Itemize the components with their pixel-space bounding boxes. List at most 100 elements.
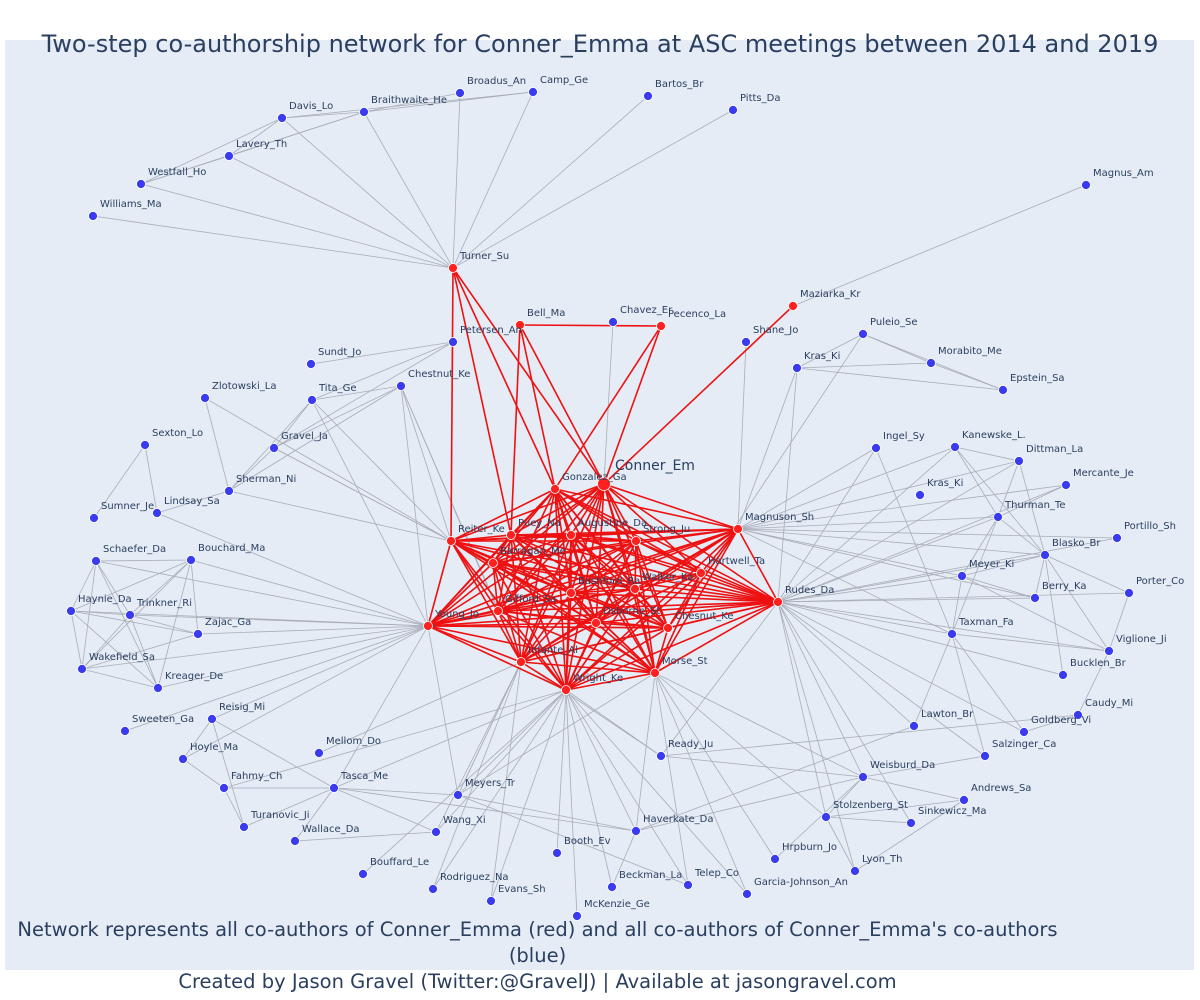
second-step-node[interactable]: [186, 555, 196, 565]
second-step-node[interactable]: [77, 664, 87, 674]
second-step-node[interactable]: [683, 880, 693, 890]
second-step-node[interactable]: [88, 211, 98, 221]
second-step-node[interactable]: [792, 363, 802, 373]
second-step-node[interactable]: [455, 88, 465, 98]
second-step-node[interactable]: [224, 151, 234, 161]
coauthor-node[interactable]: [488, 558, 498, 568]
second-step-node[interactable]: [850, 866, 860, 876]
coauthor-node[interactable]: [630, 584, 640, 594]
second-step-node[interactable]: [239, 822, 249, 832]
coauthor-node[interactable]: [423, 621, 433, 631]
second-step-node[interactable]: [290, 836, 300, 846]
coauthor-node[interactable]: [493, 606, 503, 616]
second-step-node[interactable]: [528, 87, 538, 97]
coauthor-node[interactable]: [663, 623, 673, 633]
second-step-node[interactable]: [66, 606, 76, 616]
second-step-node[interactable]: [314, 748, 324, 758]
second-step-node[interactable]: [1081, 180, 1091, 190]
coauthor-node[interactable]: [515, 320, 525, 330]
second-step-node[interactable]: [431, 827, 441, 837]
coauthor-node[interactable]: [788, 301, 798, 311]
second-step-node[interactable]: [631, 826, 641, 836]
second-step-node[interactable]: [959, 795, 969, 805]
second-step-node[interactable]: [770, 854, 780, 864]
second-step-node[interactable]: [643, 91, 653, 101]
coauthor-node[interactable]: [591, 618, 601, 628]
second-step-node[interactable]: [91, 556, 101, 566]
second-step-node[interactable]: [153, 683, 163, 693]
coauthor-node[interactable]: [561, 685, 571, 695]
second-step-node[interactable]: [858, 772, 868, 782]
second-step-node[interactable]: [607, 882, 617, 892]
second-step-node[interactable]: [906, 818, 916, 828]
second-step-node[interactable]: [1014, 456, 1024, 466]
second-step-node[interactable]: [193, 629, 203, 639]
second-step-node[interactable]: [453, 790, 463, 800]
coauthor-node[interactable]: [733, 524, 743, 534]
second-step-node[interactable]: [307, 395, 317, 405]
coauthor-node[interactable]: [597, 477, 611, 491]
second-step-node[interactable]: [552, 848, 562, 858]
second-step-node[interactable]: [572, 911, 582, 921]
coauthor-node[interactable]: [506, 530, 516, 540]
second-step-node[interactable]: [219, 783, 229, 793]
coauthor-node[interactable]: [550, 484, 560, 494]
second-step-node[interactable]: [448, 337, 458, 347]
coauthor-node[interactable]: [696, 568, 706, 578]
second-step-node[interactable]: [329, 783, 339, 793]
second-step-node[interactable]: [993, 512, 1003, 522]
second-step-node[interactable]: [396, 381, 406, 391]
second-step-node[interactable]: [742, 889, 752, 899]
second-step-node[interactable]: [998, 385, 1008, 395]
second-step-node[interactable]: [269, 443, 279, 453]
second-step-node[interactable]: [358, 869, 368, 879]
second-step-node[interactable]: [428, 884, 438, 894]
second-step-node[interactable]: [915, 490, 925, 500]
second-step-node[interactable]: [1030, 593, 1040, 603]
second-step-node[interactable]: [152, 508, 162, 518]
coauthor-node[interactable]: [566, 530, 576, 540]
second-step-node[interactable]: [947, 629, 957, 639]
second-step-node[interactable]: [200, 393, 210, 403]
second-step-node[interactable]: [120, 726, 130, 736]
second-step-node[interactable]: [909, 721, 919, 731]
second-step-node[interactable]: [728, 105, 738, 115]
second-step-node[interactable]: [858, 329, 868, 339]
second-step-node[interactable]: [277, 113, 287, 123]
coauthor-node[interactable]: [650, 668, 660, 678]
second-step-node[interactable]: [1124, 588, 1134, 598]
coauthor-node[interactable]: [656, 321, 666, 331]
second-step-node[interactable]: [1073, 710, 1083, 720]
second-step-node[interactable]: [178, 754, 188, 764]
second-step-node[interactable]: [957, 571, 967, 581]
second-step-node[interactable]: [950, 442, 960, 452]
second-step-node[interactable]: [136, 179, 146, 189]
second-step-node[interactable]: [486, 896, 496, 906]
second-step-node[interactable]: [1104, 646, 1114, 656]
second-step-node[interactable]: [1061, 480, 1071, 490]
coauthor-node[interactable]: [448, 263, 458, 273]
second-step-node[interactable]: [821, 812, 831, 822]
second-step-node[interactable]: [306, 359, 316, 369]
second-step-node[interactable]: [980, 751, 990, 761]
coauthor-node[interactable]: [516, 657, 526, 667]
second-step-node[interactable]: [1040, 550, 1050, 560]
second-step-node[interactable]: [656, 751, 666, 761]
second-step-node[interactable]: [125, 610, 135, 620]
coauthor-node[interactable]: [446, 536, 456, 546]
second-step-node[interactable]: [871, 443, 881, 453]
second-step-node[interactable]: [1112, 533, 1122, 543]
second-step-node[interactable]: [140, 440, 150, 450]
second-step-node[interactable]: [224, 486, 234, 496]
second-step-node[interactable]: [1058, 670, 1068, 680]
coauthor-node[interactable]: [566, 588, 576, 598]
second-step-node[interactable]: [1019, 727, 1029, 737]
coauthor-node[interactable]: [773, 597, 783, 607]
second-step-node[interactable]: [926, 358, 936, 368]
second-step-node[interactable]: [608, 317, 618, 327]
second-step-node[interactable]: [89, 513, 99, 523]
second-step-node[interactable]: [741, 337, 751, 347]
coauthor-node[interactable]: [631, 536, 641, 546]
second-step-node[interactable]: [207, 714, 217, 724]
second-step-node[interactable]: [359, 107, 369, 117]
